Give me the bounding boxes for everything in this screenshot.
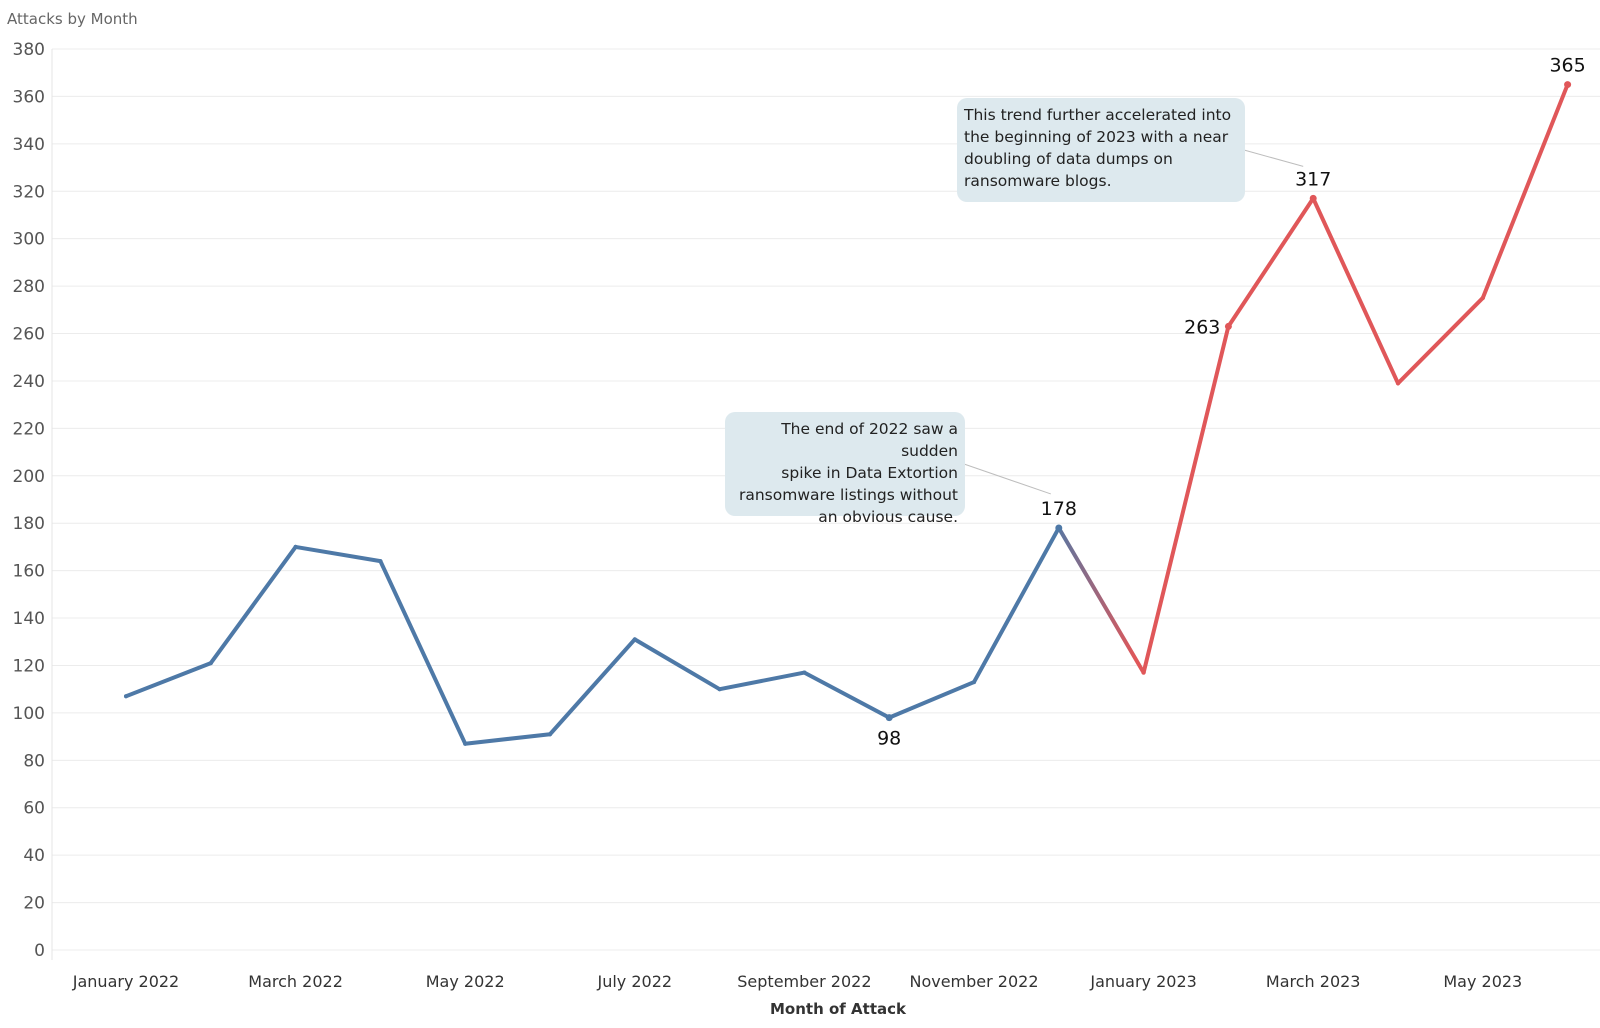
data-point (548, 732, 552, 737)
data-point (293, 544, 298, 549)
data-point (1141, 670, 1146, 675)
y-tick-label: 140 (13, 609, 45, 629)
annotation-line: The end of 2022 saw a sudden (781, 420, 958, 460)
y-tick-label: 0 (34, 941, 45, 961)
series-line-segment (1396, 295, 1485, 386)
series-line-segment (1311, 196, 1400, 386)
y-axis: 0 20 40 60 80 100 120 140 160 180 200 220 240 260 280 3… (13, 40, 45, 961)
series-line-segment (378, 559, 468, 746)
x-tick-label: January 2022 (72, 972, 179, 991)
data-point (124, 694, 128, 699)
x-tick-label: November 2022 (909, 972, 1038, 991)
annotation-line: This trend further accelerated into (964, 106, 1232, 124)
series-line-segment (1226, 196, 1316, 329)
series-line-segment (887, 680, 976, 720)
y-tick-label: 200 (13, 467, 45, 487)
annotation-march-2023: This trend further accelerated into the … (957, 98, 1245, 202)
series-line-segment (1056, 525, 1146, 675)
y-tick-label: 260 (13, 325, 45, 345)
data-point (972, 680, 976, 685)
labeled-point-marker (1309, 194, 1317, 202)
data-point (1480, 295, 1485, 300)
series-line-segment (632, 637, 722, 692)
x-tick-label: July 2022 (597, 972, 673, 991)
data-point (632, 637, 637, 642)
y-tick-label: 360 (13, 87, 45, 107)
x-tick-label: March 2022 (248, 972, 343, 991)
series-line-segment (124, 661, 213, 699)
annotation-line: the beginning of 2023 with a near (964, 128, 1229, 146)
y-tick-label: 60 (23, 799, 45, 819)
series-line-segment (1141, 324, 1231, 675)
labeled-point-marker (885, 714, 893, 722)
annotation-line: ransomware blogs. (964, 172, 1112, 190)
y-tick-label: 280 (13, 277, 45, 297)
annotation-december-2022: The end of 2022 saw a sudden spike in Da… (725, 412, 965, 526)
x-tick-label: May 2022 (426, 972, 505, 991)
x-tick-label: May 2023 (1443, 972, 1522, 991)
annotation-line: doubling of data dumps on (964, 150, 1173, 168)
series-line-segment (802, 670, 892, 720)
data-point (208, 661, 213, 666)
chart-title: Attacks by Month (7, 10, 138, 28)
annotation-leader-line (963, 463, 1051, 495)
y-tick-label: 380 (13, 40, 45, 60)
data-point (463, 741, 468, 746)
series-line-segment (293, 544, 383, 564)
x-tick-label: January 2023 (1089, 972, 1196, 991)
annotation-leaders (963, 149, 1304, 495)
y-tick-label: 180 (13, 514, 45, 534)
y-tick-label: 40 (23, 846, 45, 866)
y-tick-label: 240 (13, 372, 45, 392)
data-label: 317 (1295, 168, 1331, 190)
labeled-point-marker (1055, 524, 1063, 532)
x-axis-title: Month of Attack (770, 1000, 907, 1018)
data-point (1396, 381, 1400, 386)
data-point (378, 559, 383, 564)
labeled-point-marker (1564, 81, 1572, 89)
y-tick-label: 220 (13, 419, 45, 439)
attacks-series (124, 81, 1572, 746)
y-tick-label: 320 (13, 182, 45, 202)
data-point (717, 687, 722, 692)
series-line-segment (208, 544, 298, 666)
y-tick-label: 300 (13, 230, 45, 250)
x-tick-label: September 2022 (737, 972, 871, 991)
x-tick-label: March 2023 (1266, 972, 1361, 991)
annotation-line: spike in Data Extortion (781, 464, 958, 482)
annotation-line: an obvious cause. (818, 508, 958, 526)
series-line-segment (1480, 82, 1570, 300)
y-tick-label: 80 (23, 751, 45, 771)
data-label: 178 (1041, 498, 1077, 520)
data-labels: 98 178 263 317 365 (877, 55, 1586, 750)
y-tick-label: 340 (13, 135, 45, 155)
y-tick-label: 120 (13, 656, 45, 676)
data-point (802, 670, 807, 675)
y-tick-label: 160 (13, 562, 45, 582)
data-label: 263 (1184, 316, 1220, 338)
data-label: 365 (1549, 55, 1585, 77)
series-line-segment (548, 637, 637, 737)
labeled-point-marker (1224, 322, 1232, 330)
annotation-leader-line (1243, 149, 1304, 167)
series-line-segment (717, 670, 807, 692)
y-tick-label: 100 (13, 704, 45, 724)
data-label: 98 (877, 728, 901, 750)
gridlines (51, 48, 1600, 960)
y-tick-label: 20 (23, 894, 45, 914)
series-line-segment (463, 732, 552, 746)
series-line-segment (972, 525, 1061, 685)
annotation-line: ransomware listings without (738, 486, 958, 504)
x-axis: January 2022 March 2022 May 2022 July 2022 S… (72, 972, 1522, 991)
